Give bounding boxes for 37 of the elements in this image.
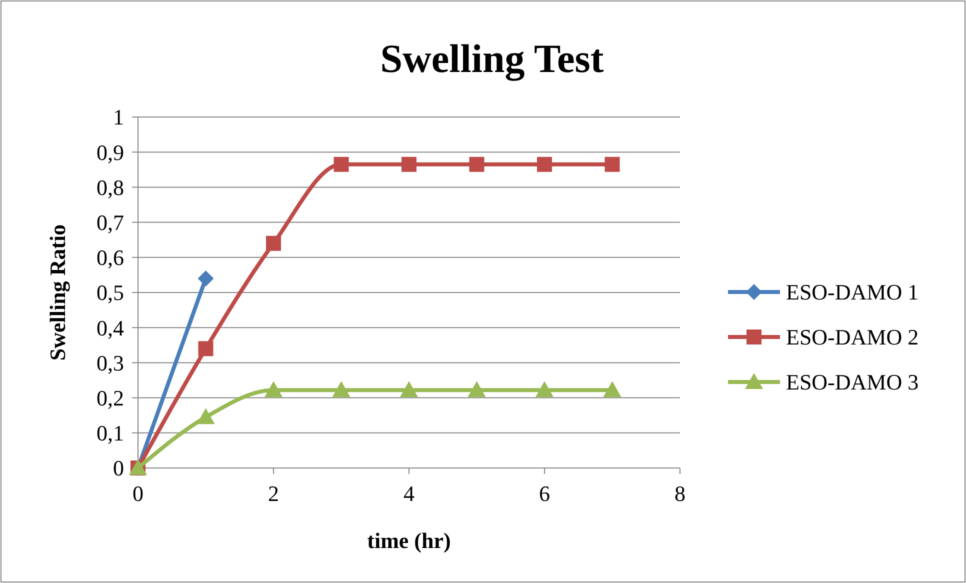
point xyxy=(537,156,552,172)
point xyxy=(334,156,349,172)
point xyxy=(536,381,554,398)
point xyxy=(196,408,215,424)
y-tick-label: 0,7 xyxy=(96,210,124,235)
y-tick-label: 0,5 xyxy=(96,280,124,306)
point xyxy=(266,236,281,251)
y-tick-label: 0,8 xyxy=(96,174,124,200)
point xyxy=(603,381,622,398)
x-tick-label: 0 xyxy=(132,481,144,506)
x-axis-title: time (hr) xyxy=(367,528,451,553)
y-tick-label: 0,9 xyxy=(96,140,124,165)
point xyxy=(402,156,416,172)
x-tick-label: 6 xyxy=(539,481,550,506)
y-tick-label: 0,6 xyxy=(96,245,124,270)
point xyxy=(264,381,282,398)
point xyxy=(469,156,484,172)
point xyxy=(468,381,486,398)
y-tick-label: 0,1 xyxy=(96,420,124,446)
point xyxy=(198,341,214,356)
point xyxy=(604,156,620,172)
y-tick-label: 0,2 xyxy=(96,386,124,410)
x-tick-label: 4 xyxy=(404,481,414,506)
chart-title: Swelling Test xyxy=(380,36,604,81)
y-tick-label: 1 xyxy=(113,104,124,130)
point xyxy=(332,381,350,398)
point xyxy=(198,270,214,286)
y-tick-label: 0 xyxy=(113,456,124,481)
x-tick-label: 8 xyxy=(674,481,686,506)
x-tick-label: 2 xyxy=(268,481,279,506)
y-tick-label: 0,3 xyxy=(96,350,124,376)
y-axis-title: Swelling Ratio xyxy=(45,224,70,361)
y-tick-label: 0,4 xyxy=(96,315,124,340)
legend-label: ESO-DAMO 1 xyxy=(786,280,919,305)
point xyxy=(400,381,418,398)
legend-label: ESO-DAMO 3 xyxy=(786,370,919,395)
legend-label: ESO-DAMO 2 xyxy=(786,324,919,350)
